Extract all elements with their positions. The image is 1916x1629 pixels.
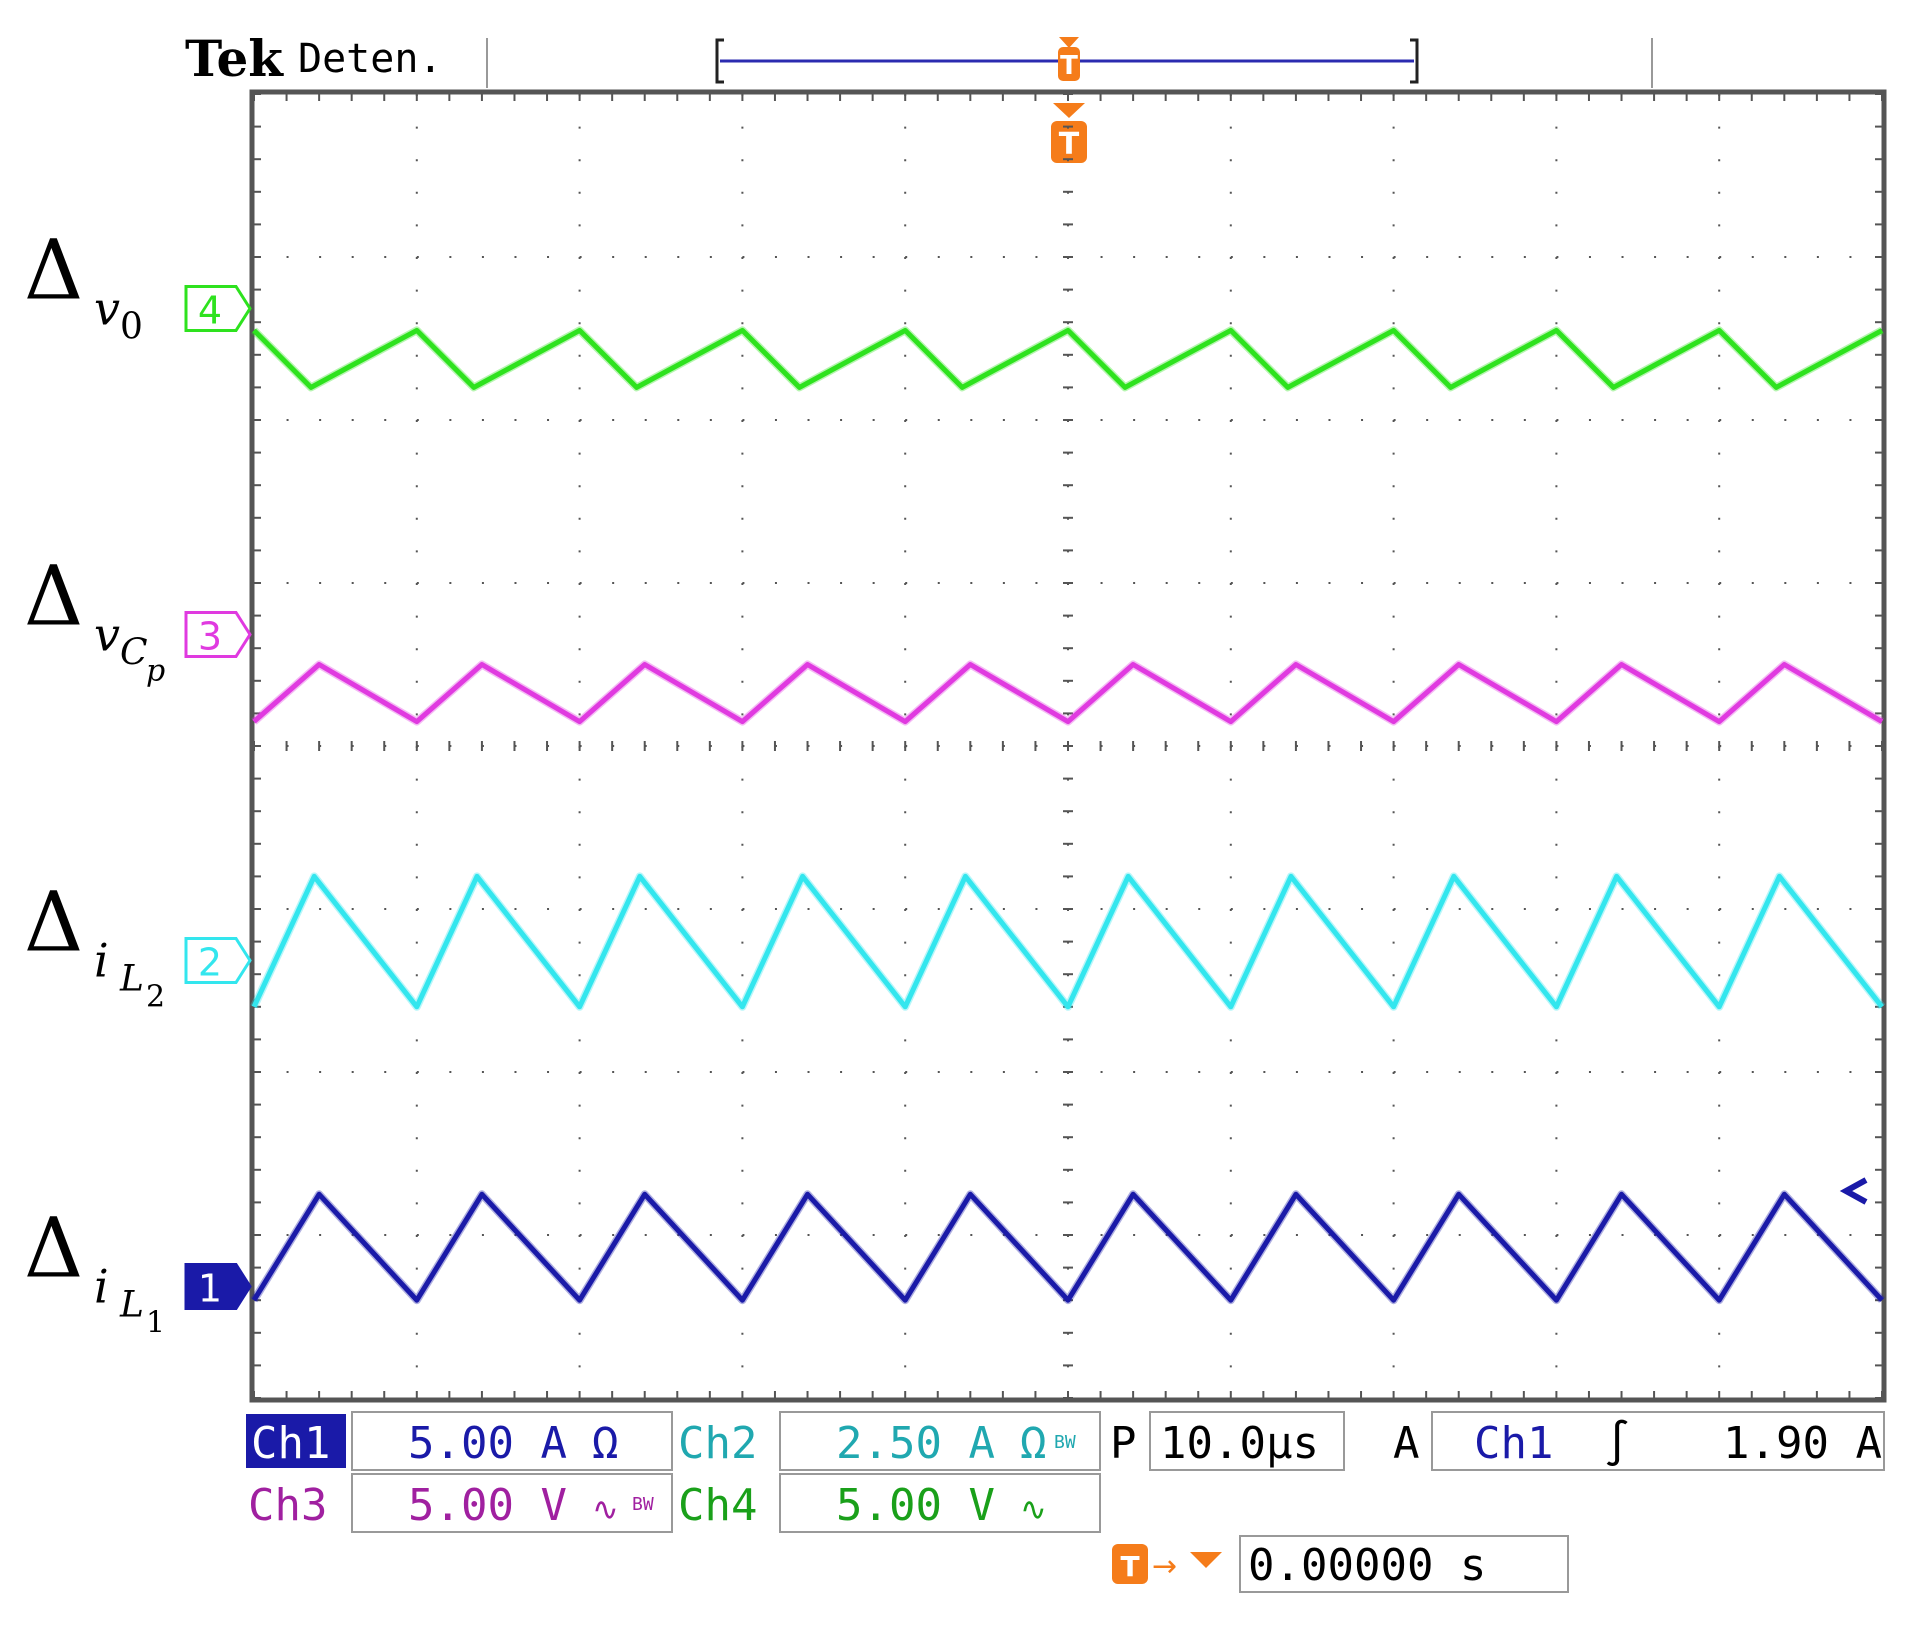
svg-text:i: i [94, 1260, 109, 1314]
acquisition-status: Deten. [298, 36, 443, 82]
trace-ch2 [251, 873, 1884, 1010]
ch1-label[interactable]: Ch1 [251, 1418, 330, 1469]
channel-4-marker[interactable]: 4 [184, 285, 252, 333]
ch4-scale[interactable]: 5.00 V [836, 1480, 995, 1531]
graticule [253, 93, 1883, 1399]
trigger-position-icon[interactable]: T [1058, 37, 1080, 81]
timebase-box [1149, 1411, 1345, 1471]
svg-text:→: → [1152, 1549, 1177, 1584]
svg-text:Δ: Δ [24, 224, 83, 319]
trigger-box [1431, 1411, 1885, 1471]
ch2-coupling-icon: Ω [1020, 1418, 1047, 1469]
svg-text:1: 1 [146, 1306, 165, 1341]
trace-ch1 [251, 1191, 1884, 1303]
trigger-offset-icon: T → [1112, 1544, 1222, 1584]
svg-text:4: 4 [198, 289, 222, 333]
trigger-source[interactable]: Ch1 [1474, 1418, 1553, 1469]
svg-text:L: L [119, 959, 144, 1000]
ch4-label[interactable]: Ch4 [678, 1480, 757, 1531]
svg-text:Δ: Δ [24, 1202, 83, 1297]
channel-3-marker[interactable]: 3 [184, 611, 252, 659]
svg-text:T: T [1120, 1550, 1139, 1583]
ch3-label[interactable]: Ch3 [248, 1480, 327, 1531]
svg-text:C: C [120, 633, 148, 674]
ch2-bandwidth-icon: BW [1054, 1432, 1076, 1453]
ch2-scale[interactable]: 2.50 A [836, 1418, 995, 1469]
svg-text:Δ: Δ [24, 550, 83, 645]
trace-ch4 [252, 327, 1884, 390]
svg-text:3: 3 [198, 615, 222, 659]
trigger-level-icon[interactable] [1839, 1177, 1868, 1205]
channel-markers: 4 3 2 1 [184, 285, 252, 1311]
svg-text:Δ: Δ [24, 876, 83, 971]
ch1-scale-box [351, 1411, 673, 1471]
ch4-coupling-icon: ∿ [1020, 1490, 1047, 1528]
trace-ch3 [252, 662, 1884, 725]
readout-panel: Ch1 5.00 A Ω Ch2 2.50 A Ω BW P 10.0μs A … [246, 1411, 1885, 1593]
svg-text:2: 2 [146, 980, 165, 1015]
waveform-traces [250, 326, 1886, 1305]
timebase-value[interactable]: 10.0μs [1160, 1418, 1319, 1469]
svg-text:i: i [94, 934, 109, 988]
ch1-scale[interactable]: 5.00 A [408, 1418, 567, 1469]
channel-2-marker[interactable]: 2 [184, 937, 252, 985]
timebase-label: P [1110, 1418, 1137, 1469]
svg-text:T: T [1060, 51, 1078, 81]
trace-ch4-glow [251, 326, 1884, 392]
svg-text:p: p [146, 654, 165, 689]
ch2-scale-box [779, 1411, 1101, 1471]
ch4-scale-box [779, 1473, 1101, 1533]
trigger-mode: A [1393, 1418, 1420, 1469]
trigger-position-box [1239, 1535, 1569, 1593]
svg-text:L: L [119, 1285, 144, 1326]
plot-frame [249, 89, 1887, 1403]
svg-text:2: 2 [198, 941, 222, 985]
trigger-slope-icon: ∫ [1604, 1418, 1631, 1469]
brand-label: Tek [185, 29, 284, 88]
ch1-coupling-icon: Ω [592, 1418, 619, 1469]
svg-text:v: v [94, 608, 120, 662]
trigger-level[interactable]: 1.90 A [1723, 1418, 1882, 1469]
ch3-coupling-icon: ∿ [592, 1490, 619, 1528]
svg-text:1: 1 [198, 1267, 222, 1311]
trigger-position-value[interactable]: 0.00000 s [1248, 1540, 1486, 1591]
ch1-label-bg [246, 1414, 346, 1468]
trigger-point-icon[interactable]: T [1051, 103, 1087, 163]
svg-text:0: 0 [120, 307, 143, 348]
ch2-label[interactable]: Ch2 [678, 1418, 757, 1469]
ch3-scale-box [351, 1473, 673, 1533]
svg-text:T: T [1059, 127, 1080, 162]
ch3-bandwidth-icon: BW [632, 1494, 654, 1515]
ch3-scale[interactable]: 5.00 V [408, 1480, 567, 1531]
svg-text:v: v [94, 282, 120, 336]
channel-1-marker[interactable]: 1 [184, 1263, 252, 1311]
